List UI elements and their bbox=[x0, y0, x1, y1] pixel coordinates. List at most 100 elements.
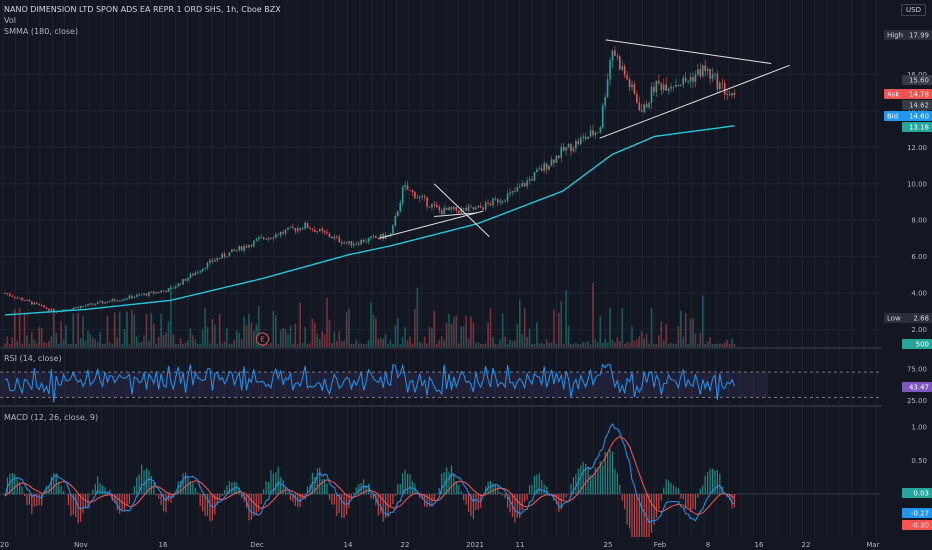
volume-bar bbox=[145, 314, 148, 347]
currency-button[interactable]: USD bbox=[901, 4, 926, 16]
earnings-marker[interactable] bbox=[255, 332, 269, 346]
volume-bar bbox=[301, 342, 304, 347]
macd-histogram-bar bbox=[265, 481, 267, 495]
rsi-badge: 43.47 bbox=[902, 382, 932, 392]
volume-bar bbox=[457, 343, 460, 347]
trendline[interactable] bbox=[433, 183, 490, 237]
macd-histogram-bar bbox=[23, 494, 26, 496]
macd-hist-badge: 0.03 bbox=[902, 488, 932, 498]
macd-histogram-bar bbox=[570, 484, 572, 495]
candle-body bbox=[494, 198, 497, 200]
trendline[interactable] bbox=[599, 64, 790, 139]
macd-histogram-bar bbox=[350, 494, 353, 499]
macd-histogram-bar bbox=[324, 478, 326, 495]
volume-bar bbox=[287, 334, 289, 347]
trendline[interactable] bbox=[605, 39, 772, 65]
volume-bar bbox=[250, 322, 253, 347]
trendline[interactable] bbox=[434, 212, 478, 218]
volume-bar bbox=[335, 341, 338, 347]
volume-bar bbox=[111, 343, 114, 347]
rsi-legend: RSI (14, close) bbox=[4, 354, 62, 363]
macd-histogram-bar bbox=[475, 494, 477, 510]
volume-bar bbox=[467, 338, 470, 347]
volume-bar bbox=[609, 307, 611, 347]
volume-bar bbox=[79, 338, 82, 347]
price-tick: 10.00 bbox=[907, 180, 927, 188]
volume-bar bbox=[92, 337, 94, 347]
volume-bar bbox=[675, 343, 677, 347]
volume-bar bbox=[204, 307, 206, 347]
candle-body bbox=[277, 234, 280, 236]
volume-bar bbox=[157, 336, 160, 347]
candle-body bbox=[170, 287, 172, 289]
volume-legend: Vol bbox=[4, 16, 16, 25]
macd-histogram-bar bbox=[158, 494, 160, 499]
candle-body bbox=[301, 228, 304, 230]
volume-bar bbox=[726, 339, 728, 347]
candle-body bbox=[31, 301, 33, 305]
volume-bar bbox=[404, 326, 406, 347]
volume-bar bbox=[201, 329, 204, 347]
candle-body bbox=[470, 206, 472, 208]
macd-histogram-bar bbox=[370, 494, 372, 499]
candle-body bbox=[196, 272, 199, 274]
candle-body bbox=[167, 288, 170, 292]
volume-bar bbox=[428, 326, 431, 347]
time-scale[interactable] bbox=[0, 537, 932, 550]
macd-histogram-bar bbox=[187, 476, 189, 495]
macd-histogram-bar bbox=[136, 477, 138, 495]
macd-histogram-bar bbox=[658, 494, 660, 509]
volume-bar bbox=[28, 343, 31, 347]
candle-body bbox=[74, 307, 77, 309]
volume-bar bbox=[470, 316, 472, 347]
macd-histogram-bar bbox=[226, 485, 228, 495]
candle-body bbox=[250, 245, 253, 247]
macd-histogram-bar bbox=[97, 476, 99, 495]
macd-histogram-bar bbox=[180, 480, 182, 495]
macd-histogram-bar bbox=[199, 494, 201, 507]
volume-bar bbox=[455, 315, 458, 347]
volume-bar bbox=[33, 339, 36, 347]
macd-histogram-bar bbox=[331, 494, 333, 505]
macd-histogram-bar bbox=[197, 492, 199, 495]
volume-bars bbox=[4, 283, 736, 347]
trendline[interactable] bbox=[378, 210, 484, 239]
macd-histogram-bar bbox=[131, 493, 133, 495]
volume-bar bbox=[292, 343, 294, 347]
volume-bar bbox=[265, 343, 267, 347]
volume-bar bbox=[109, 342, 111, 347]
candle-body bbox=[218, 258, 221, 259]
candle-body bbox=[609, 60, 611, 80]
macd-histogram-bar bbox=[343, 494, 345, 519]
candle-body bbox=[733, 92, 736, 95]
macd-histogram-bar bbox=[116, 494, 118, 511]
price-tick: 4.00 bbox=[911, 290, 927, 298]
volume-bar bbox=[272, 311, 275, 347]
volume-bar bbox=[628, 342, 631, 347]
volume-bar bbox=[118, 311, 121, 347]
volume-bar bbox=[165, 332, 167, 347]
volume-bar bbox=[167, 321, 170, 347]
volume-bar bbox=[462, 326, 465, 347]
macd-histogram-bar bbox=[660, 494, 662, 501]
volume-bar bbox=[731, 338, 733, 347]
macd-tick: 1.00 bbox=[911, 424, 927, 432]
volume-bar bbox=[240, 339, 243, 347]
volume-bar bbox=[275, 315, 277, 347]
volume-bar bbox=[518, 300, 521, 347]
macd-histogram-bar bbox=[99, 483, 101, 495]
volume-bar bbox=[540, 343, 543, 347]
candle-body bbox=[597, 132, 599, 134]
macd-histogram-bar bbox=[382, 494, 384, 522]
volume-bar bbox=[409, 336, 411, 347]
macd-histogram-bar bbox=[628, 494, 631, 529]
volume-bar bbox=[77, 312, 79, 347]
macd-histogram-bar bbox=[282, 480, 284, 495]
volume-bar bbox=[6, 336, 9, 347]
candle-body bbox=[518, 186, 521, 188]
candle-body bbox=[504, 200, 506, 202]
price-candles bbox=[4, 45, 736, 314]
candle-body bbox=[311, 229, 314, 231]
volume-bar bbox=[719, 343, 721, 347]
